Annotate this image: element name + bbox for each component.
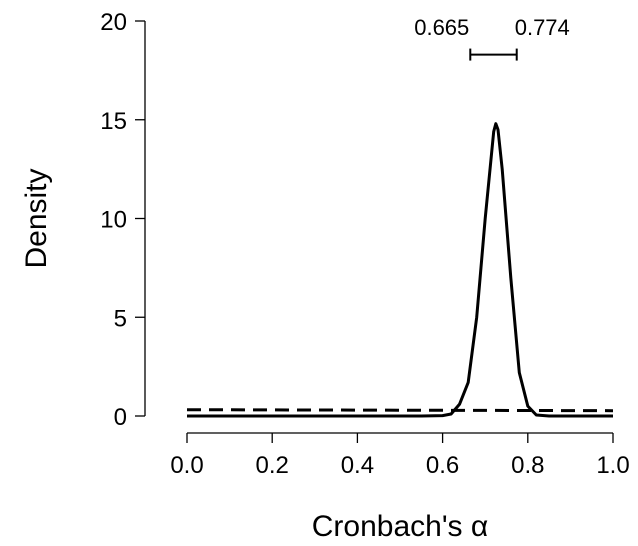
y-tick-label: 20 xyxy=(100,9,127,36)
x-axis-title: Cronbach's α xyxy=(312,510,488,543)
axes: 0.0 0.2 0.4 0.6 0.8 1.0 0 5 10 15 20 xyxy=(100,9,629,479)
x-tick-label: 0.6 xyxy=(426,452,459,479)
x-tick-label: 0.8 xyxy=(511,452,544,479)
x-tick-label: 0.2 xyxy=(256,452,289,479)
chart-marks xyxy=(186,48,614,418)
y-axis-title: Density xyxy=(20,168,53,268)
prior-density-line xyxy=(186,408,614,413)
y-tick-label: 10 xyxy=(100,207,127,234)
posterior-density-line xyxy=(187,122,613,418)
x-tick-label: 0.0 xyxy=(170,452,203,479)
x-tick-label: 0.4 xyxy=(341,452,374,479)
y-tick-label: 15 xyxy=(100,108,127,135)
ci-upper-label: 0.774 xyxy=(515,15,570,40)
y-tick-label: 0 xyxy=(114,404,127,431)
ci-lower-label: 0.665 xyxy=(414,15,469,40)
y-tick-label: 5 xyxy=(114,305,127,332)
x-tick-label: 1.0 xyxy=(596,452,629,479)
